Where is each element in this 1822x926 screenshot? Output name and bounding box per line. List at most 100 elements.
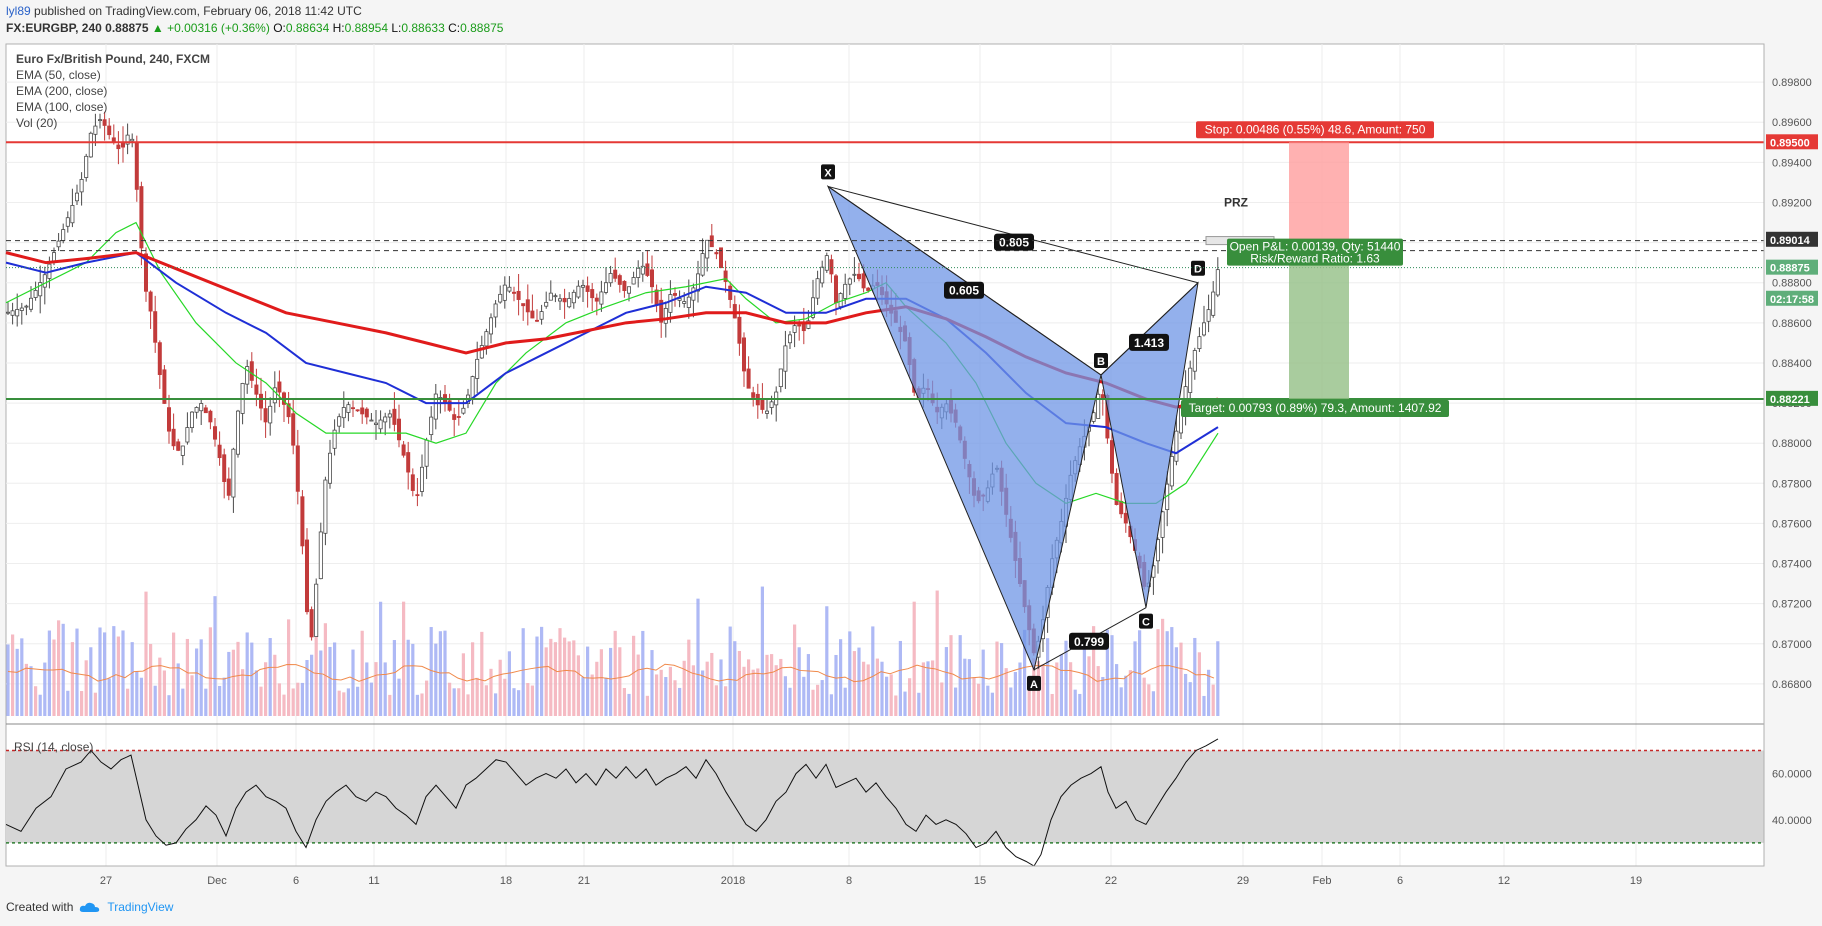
volume-bar: [986, 685, 990, 716]
y-tick-label: 0.87400: [1772, 559, 1812, 571]
volume-bar: [530, 685, 534, 716]
volume-bar: [93, 692, 97, 716]
volume-bar: [645, 695, 649, 716]
volume-bar: [484, 685, 488, 716]
candle-body: [235, 410, 240, 455]
x-tick-label: 22: [1105, 875, 1117, 887]
volume-bar: [15, 648, 19, 716]
candle-body: [1156, 539, 1161, 562]
candle-body: [558, 298, 563, 302]
tradingview-brand[interactable]: TradingView: [107, 900, 174, 914]
candle-body: [176, 441, 181, 451]
candle-body: [1123, 512, 1128, 524]
rsi-band: [6, 750, 1764, 843]
volume-bar: [420, 693, 424, 716]
volume-bar: [34, 686, 38, 716]
candle-body: [617, 275, 622, 285]
candle-body: [148, 291, 153, 312]
volume-bar: [1050, 693, 1054, 716]
volume-bar: [972, 677, 976, 716]
candle-body: [719, 247, 724, 269]
candle-body: [746, 368, 751, 389]
rsi-pane: [5, 723, 1764, 867]
candle-body: [838, 293, 843, 308]
volume-bar: [544, 647, 548, 716]
low-value: 0.88633: [401, 21, 445, 35]
candle-body: [121, 142, 126, 148]
legend: Euro Fx/British Pound, 240, FXCM EMA (50…: [14, 52, 210, 754]
volume-bar: [728, 626, 732, 716]
candle-body: [134, 142, 139, 190]
volume-bar: [126, 688, 130, 716]
candle-body: [530, 310, 535, 319]
candle-body: [341, 407, 346, 419]
candle-body: [217, 444, 222, 459]
candle-body: [742, 337, 747, 372]
candle-body: [360, 407, 365, 415]
candle-body: [691, 287, 696, 301]
x-tick-label: 19: [1630, 875, 1642, 887]
candle-body: [847, 278, 852, 285]
candle-body: [75, 192, 80, 202]
candle-body: [143, 253, 148, 292]
pattern-point-label: C: [1142, 617, 1150, 629]
candle-body: [180, 445, 185, 456]
volume-bar: [512, 688, 516, 716]
volume-bar: [448, 682, 452, 716]
volume-bar: [112, 626, 116, 716]
ratio-label: 0.605: [949, 284, 979, 298]
candle-body: [1100, 394, 1105, 399]
high-label: H:: [332, 21, 345, 35]
y-tick-label: 0.86800: [1772, 679, 1812, 691]
harmonic-pattern[interactable]: X A B C D 0.805 0.605 1.413 0.799 PRZ: [821, 164, 1248, 691]
candle-body: [199, 403, 204, 412]
price-tag-label: 0.89014: [1770, 235, 1811, 247]
candle-body: [659, 299, 664, 323]
candle-body: [650, 269, 655, 288]
volume-bar: [1184, 673, 1188, 716]
volume-bar: [1055, 662, 1059, 716]
candle-body: [470, 376, 475, 399]
candle-body: [622, 280, 627, 292]
volume-bar: [259, 686, 263, 716]
x-tick-label: 27: [100, 875, 112, 887]
last-price: 0.88875: [105, 21, 149, 35]
candle-body: [613, 269, 618, 279]
candle-body: [350, 407, 355, 410]
candle-body: [194, 407, 199, 413]
candle-body: [778, 368, 783, 388]
x-tick-label: 12: [1498, 875, 1510, 887]
volume-bar: [204, 688, 208, 716]
volume-bar: [567, 641, 571, 716]
volume-bar: [273, 654, 277, 716]
volume-bar: [678, 687, 682, 716]
candle-body: [548, 292, 553, 301]
pattern-point-label: B: [1097, 356, 1105, 368]
volume-bar: [116, 636, 120, 716]
volume-bar: [816, 684, 820, 716]
pattern-point-label: A: [1030, 679, 1038, 691]
chart-area[interactable]: X A B C D 0.805 0.605 1.413 0.799 PRZ Stop: 0.004…: [0, 38, 1822, 898]
candle-body: [208, 410, 213, 423]
x-tick-label: 15: [974, 875, 986, 887]
candle-body: [493, 303, 498, 318]
volume-ma-line: [7, 663, 1215, 683]
price-axis[interactable]: 0.898000.896000.894000.892000.890000.888…: [1763, 44, 1818, 866]
candle-body: [185, 427, 190, 443]
x-tick-label: 11: [368, 875, 379, 887]
volume-bar: [227, 651, 231, 716]
volume-bar: [319, 650, 323, 716]
stop-badge-bg: [1196, 121, 1434, 139]
position-tool[interactable]: Stop: 0.00486 (0.55%) 48.6, Amount: 750 O…: [6, 121, 1764, 418]
volume-bar: [1000, 643, 1004, 716]
volume-bar: [1188, 682, 1192, 716]
volume-bar: [139, 677, 143, 716]
publisher-user[interactable]: lyl89: [6, 4, 31, 18]
candle-body: [562, 297, 567, 303]
volume-bar: [549, 638, 553, 716]
price-tag-label: 0.88221: [1770, 394, 1810, 406]
volume-bar: [714, 685, 718, 716]
candle-body: [645, 263, 650, 276]
time-axis[interactable]: 27 Dec 6 11 18 21 2018 8 15 22 29 Feb 6 12 19: [6, 865, 1764, 887]
y-tick-label: 0.89200: [1772, 197, 1812, 209]
